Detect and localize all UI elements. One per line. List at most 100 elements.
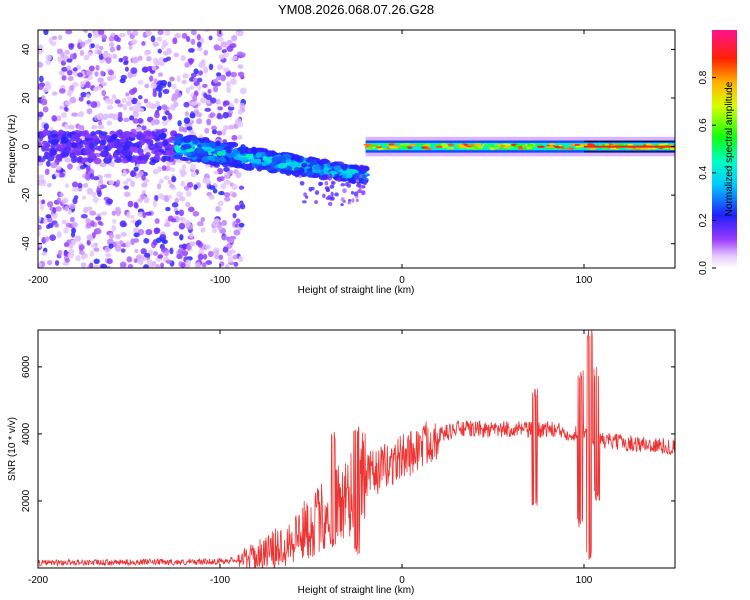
noise-band-blob [41,140,49,146]
noise-blob [223,192,231,198]
noise-blob [106,173,112,178]
noise-blob [59,105,65,110]
noise-blob [80,91,87,98]
noise-blob [97,50,102,55]
noise-blob [45,54,52,61]
carrier-blob [536,145,545,148]
noise-blob [100,211,108,216]
carrier-blob [493,146,500,149]
noise-blob [183,117,191,124]
noise-blob [108,232,114,240]
carrier-blob [384,143,389,146]
noise-blob [97,190,102,198]
noise-band-blob [119,137,127,143]
noise-blob [65,30,73,35]
noise-blob [238,222,245,228]
noise-blob [68,242,74,249]
noise-blob [128,45,133,50]
carrier-blob [504,143,511,147]
noise-blob [114,182,119,188]
noise-blob [118,57,124,63]
noise-blob [174,32,182,39]
noise-blob [123,191,131,198]
band-blob [265,150,274,157]
carrier-blob [645,143,652,146]
noise-blob [208,185,216,190]
noise-blob [132,56,139,64]
noise-blob [94,71,99,77]
noise-blob [203,49,209,56]
noise-blob [234,98,239,104]
noise-blob [158,61,166,66]
noise-blob [77,124,85,131]
noise-blob [128,88,136,96]
noise-blob [61,66,68,72]
spectrogram-y-tick-label: -40 [21,236,32,251]
noise-blob [64,100,72,106]
noise-blob [173,231,180,237]
noise-blob [64,157,72,163]
band-blob [224,145,232,151]
noise-blob [164,165,171,172]
noise-blob [57,249,63,256]
band-blob [265,166,274,172]
carrier-blob [447,143,454,146]
noise-blob [101,34,108,41]
noise-blob [186,126,193,131]
noise-blob [221,49,227,54]
noise-blob [217,200,224,207]
noise-blob [235,30,242,33]
noise-blob [237,109,243,115]
noise-blob [140,248,147,255]
noise-blob [164,110,170,116]
noise-blob [116,44,121,51]
noise-blob [217,36,224,42]
band-blob [255,152,262,159]
noise-band-blob [148,143,157,151]
carrier-blob [441,144,449,148]
noise-blob [204,107,212,112]
noise-blob [38,84,44,90]
noise-blob [38,61,44,68]
noise-blob [152,168,159,175]
spectrogram-x-ticks: -200 -100 0 100 [28,30,593,286]
tail-blob [337,177,342,183]
noise-blob [150,35,156,43]
colorbar-tick-label: 0.0 [698,261,709,275]
noise-blob [210,112,216,118]
noise-blob [88,65,95,72]
noise-blob [97,220,103,226]
noise-blob [174,89,180,94]
noise-band-blob [130,133,137,139]
noise-blob [232,212,237,219]
noise-blob [123,185,130,190]
snr-plot-area [38,330,675,568]
noise-blob [181,32,188,39]
noise-blob [80,262,87,268]
noise-blob [127,96,134,101]
noise-blob [92,264,100,268]
noise-blob [196,34,201,41]
noise-blob [64,49,70,55]
noise-band-blob [145,138,154,145]
noise-blob [66,58,73,63]
tail-blob [330,196,335,201]
noise-band-blob [94,145,101,151]
carrier-blob [658,143,665,147]
noise-blob [54,222,59,228]
noise-blob [211,129,218,135]
noise-blob [52,91,58,96]
noise-blob [187,206,195,213]
noise-blob [169,183,175,189]
noise-blob [161,39,168,47]
spectrogram-y-tick-label: -20 [21,187,32,202]
noise-blob [142,211,147,219]
noise-blob [210,97,217,104]
noise-blob [234,204,241,211]
tail-blob [324,181,329,186]
noise-blob [119,78,126,84]
noise-blob [193,184,198,190]
noise-blob [57,34,63,41]
noise-blob [56,197,62,204]
noise-blob [108,98,114,105]
